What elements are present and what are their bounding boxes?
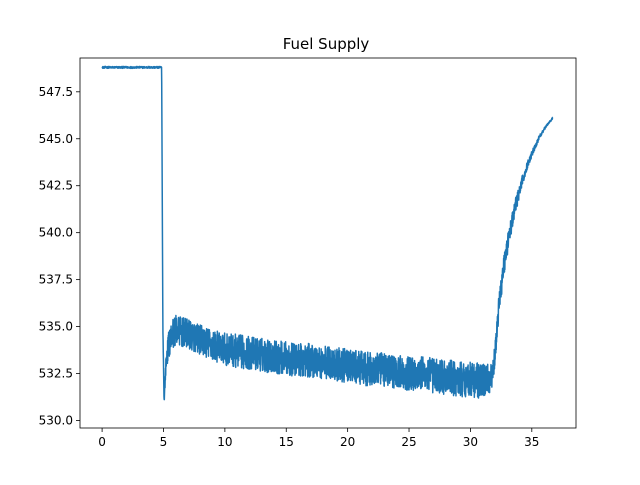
x-tick-label: 15 xyxy=(279,435,294,449)
y-tick-label: 545.0 xyxy=(39,132,73,146)
series-layer xyxy=(101,65,554,401)
x-tick-label: 5 xyxy=(160,435,168,449)
y-tick-label: 530.0 xyxy=(39,413,73,427)
y-tick-label: 542.5 xyxy=(39,179,73,193)
y-tick-label: 547.5 xyxy=(39,85,73,99)
y-tick-label: 540.0 xyxy=(39,226,73,240)
x-axis: 0 5 10 15 20 25 30 35 xyxy=(98,428,539,449)
y-tick-label: 532.5 xyxy=(39,367,73,381)
y-tick-label: 535.0 xyxy=(39,320,73,334)
series-line xyxy=(101,65,554,401)
y-tick-label: 537.5 xyxy=(39,273,73,287)
chart-title: Fuel Supply xyxy=(283,35,370,53)
x-tick-label: 20 xyxy=(340,435,355,449)
x-tick-label: 30 xyxy=(463,435,478,449)
x-tick-label: 10 xyxy=(217,435,232,449)
plot-frame xyxy=(79,57,577,429)
x-tick-label: 25 xyxy=(401,435,416,449)
x-tick-label: 35 xyxy=(524,435,539,449)
y-axis: 530.0 532.5 535.0 537.5 540.0 542.5 545.0 547.5 xyxy=(39,85,80,427)
x-tick-label: 0 xyxy=(98,435,106,449)
